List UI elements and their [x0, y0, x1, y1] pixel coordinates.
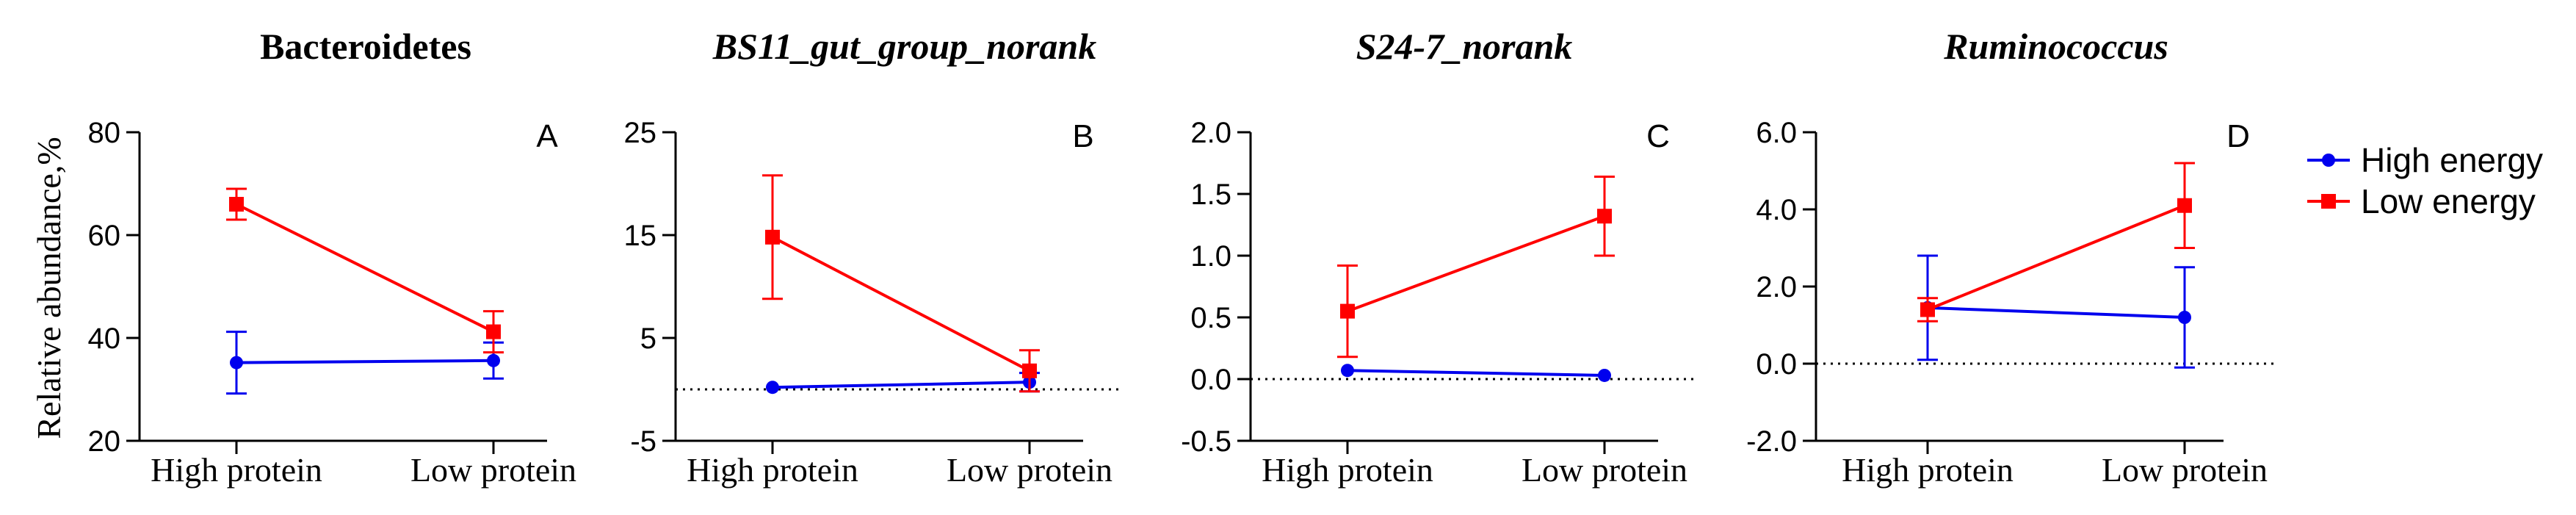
panel-letter: D [2226, 118, 2250, 154]
panel-letter: B [1072, 118, 1093, 154]
series-low-energy [762, 174, 1040, 393]
data-point-square [229, 197, 244, 212]
x-tick-label: Low protein [947, 451, 1112, 489]
series-high-energy [1341, 364, 1611, 382]
legend-marker-square [2321, 194, 2336, 209]
y-tick-label: 1.0 [1190, 240, 1231, 273]
y-tick-label: -0.5 [1181, 425, 1231, 458]
x-tick-label: High protein [687, 451, 858, 489]
series-line [236, 359, 494, 364]
y-tick-label: 6.0 [1756, 117, 1797, 149]
y-tick-label: 25 [624, 117, 657, 149]
panel-b: BS11_gut_group_norank B -5 5 15 25 High protei… [624, 26, 1121, 489]
panel-a: Bacteroidetes A 20 40 60 80 High protein Low pr… [88, 26, 577, 489]
data-point-square [1920, 302, 1935, 317]
y-tick-label: -2.0 [1746, 425, 1797, 458]
y-tick-label: 0.0 [1190, 364, 1231, 396]
x-tick-label: Low protein [1522, 451, 1687, 489]
data-point-circle [487, 353, 500, 367]
data-point-square [1022, 363, 1037, 378]
x-tick-label: High protein [1842, 451, 2014, 489]
x-tick-label: Low protein [410, 451, 576, 489]
series-high-energy [1917, 254, 2195, 369]
series-line [772, 236, 1030, 372]
series-line [1347, 369, 1605, 377]
series-line [236, 203, 494, 334]
y-tick-label: 20 [88, 425, 121, 458]
x-tick-label: High protein [151, 451, 322, 489]
series-line [1927, 306, 2185, 319]
data-point-circle [1341, 364, 1354, 378]
data-point-square [2177, 198, 2192, 213]
legend-item-high-energy: High energy [2307, 141, 2543, 179]
y-tick-label: 2.0 [1756, 271, 1797, 303]
series-line [1927, 204, 2185, 311]
y-tick-label: 4.0 [1756, 194, 1797, 226]
data-point-square [1340, 303, 1355, 319]
panel-title: Ruminococcus [1943, 26, 2168, 67]
y-tick-label: -5 [630, 425, 656, 458]
legend-item-low-energy: Low energy [2307, 182, 2536, 220]
legend-marker-circle [2322, 154, 2335, 167]
panel-d: Ruminococcus D -2.0 0.0 2.0 4.0 6.0 High protei… [1746, 26, 2276, 489]
series-low-energy [226, 187, 504, 354]
data-point-square [486, 324, 501, 339]
series-low-energy [1337, 175, 1615, 359]
y-tick-label: 80 [88, 117, 121, 149]
data-point-square [1597, 209, 1612, 224]
panel-title: S24-7_norank [1356, 26, 1573, 67]
data-point-circle [1598, 368, 1611, 382]
y-tick-label: 5 [640, 323, 656, 355]
x-tick-label: Low protein [2102, 451, 2268, 489]
data-point-circle [230, 356, 243, 370]
series-high-energy [766, 372, 1040, 395]
panel-letter: A [536, 118, 558, 154]
y-tick-label: 2.0 [1190, 117, 1231, 149]
panel-c: S24-7_norank C -0.5 0.0 0.5 1.0 1.5 2.0 High pro… [1181, 26, 1696, 489]
series-line [1347, 215, 1605, 313]
y-tick-label: 60 [88, 220, 121, 252]
y-tick-label: 40 [88, 323, 121, 355]
series-low-energy [1917, 162, 2195, 323]
legend-label: High energy [2361, 141, 2543, 179]
legend-label: Low energy [2361, 182, 2536, 220]
y-tick-label: 0.0 [1756, 348, 1797, 381]
data-point-circle [2178, 311, 2191, 324]
series-line [772, 381, 1030, 389]
data-point-circle [766, 381, 779, 395]
panel-title: BS11_gut_group_norank [712, 26, 1096, 67]
y-tick-label: 15 [624, 220, 657, 252]
series-high-energy [226, 331, 504, 395]
panel-letter: C [1646, 118, 1670, 154]
y-tick-label: 0.5 [1190, 302, 1231, 334]
data-point-square [765, 229, 780, 245]
x-tick-label: High protein [1262, 451, 1433, 489]
y-tick-label: 1.5 [1190, 179, 1231, 211]
y-axis-title: Relative abundance,% [30, 137, 68, 439]
panel-title: Bacteroidetes [260, 26, 471, 67]
